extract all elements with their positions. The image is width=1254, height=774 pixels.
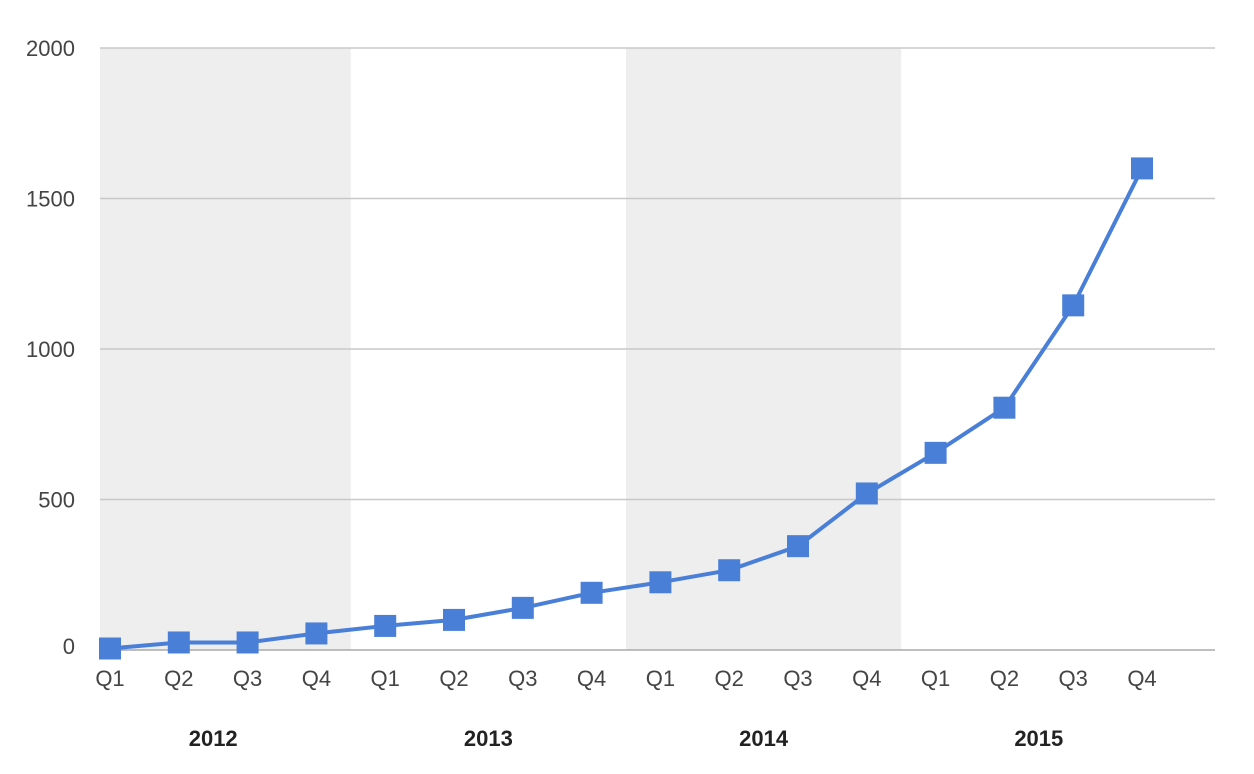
x-tick-label: Q1 xyxy=(371,666,400,691)
series-layer xyxy=(99,157,1153,660)
gridlines xyxy=(100,47,1215,651)
data-point-marker[interactable] xyxy=(511,596,534,619)
data-point-marker[interactable] xyxy=(787,535,809,558)
x-tick-label: Q3 xyxy=(508,666,537,691)
data-point-marker[interactable] xyxy=(855,482,878,505)
year-label: 2015 xyxy=(1014,726,1063,751)
x-tick-label: Q2 xyxy=(164,666,193,691)
x-tick-label: Q1 xyxy=(646,666,675,691)
data-point-marker[interactable] xyxy=(99,637,121,660)
year-label: 2013 xyxy=(464,726,513,751)
data-point-marker[interactable] xyxy=(649,571,672,594)
data-point-marker[interactable] xyxy=(167,631,190,654)
x-tick-label: Q3 xyxy=(783,666,812,691)
x-axis: 2012 2013 2014 2015 Q1 Q2 Q3 Q4 Q1 Q2 Q3 Q4 Q1 Q2 Q3 Q4… xyxy=(95,666,1156,751)
data-point-marker[interactable] xyxy=(1131,157,1153,180)
y-tick-label: 1000 xyxy=(26,337,75,362)
y-tick-label: 0 xyxy=(63,634,75,659)
data-point-marker[interactable] xyxy=(236,631,259,654)
x-tick-label: Q4 xyxy=(302,666,331,691)
data-point-marker[interactable] xyxy=(1062,294,1085,317)
x-tick-label: Q3 xyxy=(1059,666,1088,691)
x-tick-label: Q2 xyxy=(990,666,1019,691)
year-label: 2012 xyxy=(189,726,238,751)
data-point-marker[interactable] xyxy=(993,396,1016,419)
x-tick-label: Q4 xyxy=(1127,666,1156,691)
x-tick-label: Q3 xyxy=(233,666,262,691)
data-point-marker[interactable] xyxy=(305,622,328,645)
y-tick-label: 1500 xyxy=(26,187,75,212)
x-tick-label: Q1 xyxy=(95,666,124,691)
x-tick-label: Q4 xyxy=(852,666,881,691)
data-point-marker[interactable] xyxy=(374,614,397,637)
year-label: 2014 xyxy=(739,726,789,751)
x-tick-label: Q2 xyxy=(439,666,468,691)
x-tick-label: Q4 xyxy=(577,666,606,691)
data-point-marker[interactable] xyxy=(580,581,603,604)
y-axis: 0 500 1000 1500 2000 xyxy=(26,36,75,659)
x-tick-label: Q2 xyxy=(715,666,744,691)
data-point-marker[interactable] xyxy=(924,441,947,464)
data-point-marker[interactable] xyxy=(443,608,465,631)
data-point-marker[interactable] xyxy=(718,559,741,582)
x-tick-label: Q1 xyxy=(921,666,950,691)
y-tick-label: 500 xyxy=(38,488,75,513)
series-line xyxy=(108,166,1144,651)
y-tick-label: 2000 xyxy=(26,36,75,61)
